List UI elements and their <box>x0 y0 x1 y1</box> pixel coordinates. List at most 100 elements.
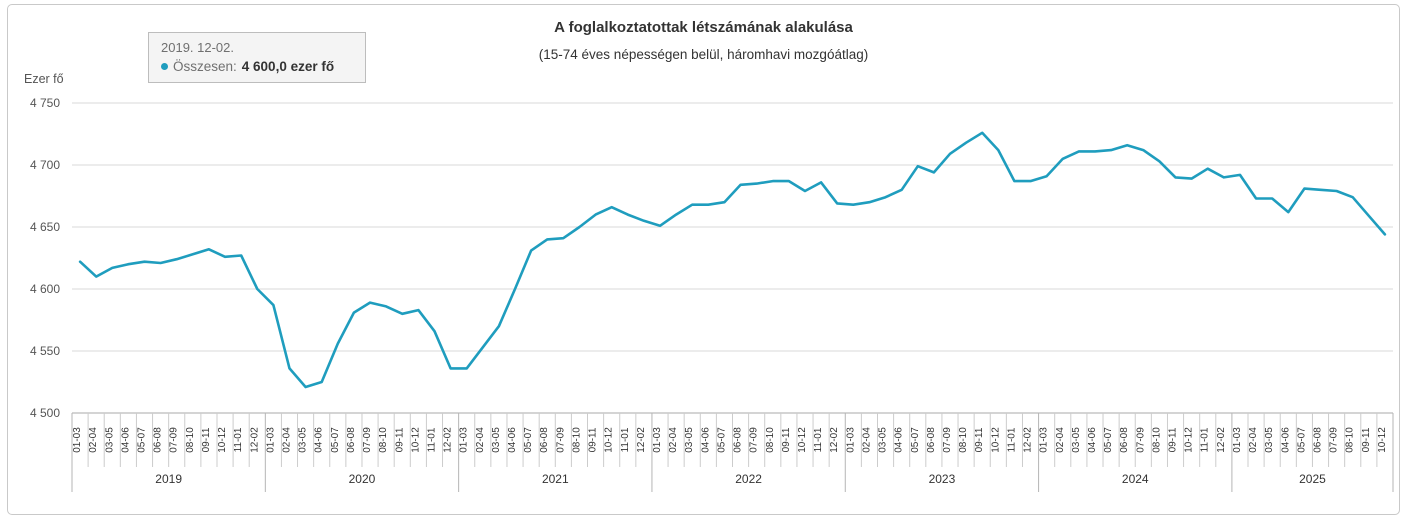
y-tick-label: 4 700 <box>30 158 60 172</box>
year-label: 2020 <box>349 472 376 486</box>
x-tick-label: 08-10 <box>1345 427 1356 453</box>
x-tick-label: 01-03 <box>459 427 470 453</box>
x-tick-label: 09-11 <box>781 427 792 452</box>
x-tick-label: 09-11 <box>1168 427 1179 452</box>
x-tick-label: 03-05 <box>491 427 502 453</box>
x-tick-label: 12-02 <box>829 427 840 453</box>
x-tick-label: 08-10 <box>1151 427 1162 453</box>
year-label: 2025 <box>1299 472 1326 486</box>
y-tick-label: 4 550 <box>30 344 60 358</box>
y-axis-unit-label: Ezer fő <box>24 72 64 86</box>
chart-title: A foglalkoztatottak létszámának alakulás… <box>554 19 853 36</box>
x-tick-label: 10-12 <box>1377 427 1388 453</box>
x-tick-label: 07-09 <box>169 427 180 453</box>
year-label: 2019 <box>155 472 182 486</box>
x-tick-label: 11-01 <box>233 427 244 452</box>
x-tick-label: 04-06 <box>314 427 325 453</box>
x-tick-label: 05-07 <box>523 427 534 453</box>
x-tick-label: 01-03 <box>1232 427 1243 453</box>
x-tick-label: 09-11 <box>1361 427 1372 452</box>
x-tick-label: 10-12 <box>797 427 808 453</box>
x-tick-label: 11-01 <box>620 427 631 452</box>
x-tick-label: 03-05 <box>1071 427 1082 453</box>
x-tick-label: 07-09 <box>362 427 373 453</box>
x-tick-label: 04-06 <box>1087 427 1098 453</box>
y-tick-label: 4 500 <box>30 406 60 420</box>
x-tick-label: 02-04 <box>1055 427 1066 453</box>
series-marker-icon <box>161 63 168 70</box>
tooltip-series-label: Összesen: <box>173 59 237 74</box>
x-tick-label: 10-12 <box>410 427 421 453</box>
x-tick-label: 07-09 <box>555 427 566 453</box>
x-tick-label: 04-06 <box>1280 427 1291 453</box>
x-tick-label: 03-05 <box>104 427 115 453</box>
x-tick-label: 02-04 <box>475 427 486 453</box>
y-tick-label: 4 650 <box>30 220 60 234</box>
y-tick-label: 4 600 <box>30 282 60 296</box>
x-tick-label: 01-03 <box>652 427 663 453</box>
x-tick-label: 10-12 <box>604 427 615 453</box>
x-tick-label: 05-07 <box>716 427 727 453</box>
tooltip: 2019. 12-02. Összesen: 4 600,0 ezer fő <box>148 32 366 83</box>
x-tick-label: 04-06 <box>120 427 131 453</box>
x-tick-label: 05-07 <box>330 427 341 453</box>
y-tick-label: 4 750 <box>30 96 60 110</box>
x-tick-label: 02-04 <box>1248 427 1259 453</box>
x-tick-label: 11-01 <box>1200 427 1211 452</box>
x-tick-label: 03-05 <box>684 427 695 453</box>
x-tick-label: 08-10 <box>378 427 389 453</box>
x-tick-label: 04-06 <box>507 427 518 453</box>
x-tick-label: 01-03 <box>265 427 276 453</box>
x-tick-label: 08-10 <box>958 427 969 453</box>
x-tick-label: 07-09 <box>942 427 953 453</box>
x-tick-label: 12-02 <box>443 427 454 453</box>
x-tick-label: 04-06 <box>894 427 905 453</box>
x-tick-label: 06-08 <box>1119 427 1130 453</box>
x-tick-label: 08-10 <box>571 427 582 453</box>
year-label: 2023 <box>929 472 956 486</box>
x-tick-label: 09-11 <box>394 427 405 452</box>
x-tick-label: 12-02 <box>249 427 260 453</box>
x-tick-label: 03-05 <box>878 427 889 453</box>
chart-widget: A foglalkoztatottak létszámának alakulás… <box>7 4 1400 515</box>
x-tick-label: 06-08 <box>733 427 744 453</box>
year-label: 2024 <box>1122 472 1149 486</box>
x-tick-label: 09-11 <box>201 427 212 452</box>
year-label: 2021 <box>542 472 569 486</box>
x-tick-label: 07-09 <box>749 427 760 453</box>
x-tick-label: 05-07 <box>1103 427 1114 453</box>
x-tick-label: 12-02 <box>1023 427 1034 453</box>
x-tick-label: 09-11 <box>974 427 985 452</box>
x-tick-label: 01-03 <box>72 427 83 453</box>
x-tick-label: 01-03 <box>1039 427 1050 453</box>
x-tick-label: 03-05 <box>1264 427 1275 453</box>
x-tick-label: 10-12 <box>1184 427 1195 453</box>
data-line <box>78 131 1387 389</box>
x-tick-label: 10-12 <box>217 427 228 453</box>
x-tick-label: 05-07 <box>1296 427 1307 453</box>
x-tick-label: 06-08 <box>926 427 937 453</box>
x-tick-label: 11-01 <box>813 427 824 452</box>
x-tick-label: 10-12 <box>990 427 1001 453</box>
x-tick-label: 11-01 <box>426 427 437 452</box>
x-tick-label: 05-07 <box>910 427 921 453</box>
chart-subtitle: (15-74 éves népességen belül, háromhavi … <box>538 47 869 62</box>
x-tick-label: 02-04 <box>668 427 679 453</box>
tooltip-value: 4 600,0 ezer fő <box>241 59 335 74</box>
x-tick-label: 06-08 <box>539 427 550 453</box>
x-tick-label: 01-03 <box>845 427 856 453</box>
x-tick-label: 02-04 <box>861 427 872 453</box>
x-tick-label: 07-09 <box>1329 427 1340 453</box>
x-tick-label: 12-02 <box>636 427 647 453</box>
x-tick-label: 07-09 <box>1135 427 1146 453</box>
x-tick-label: 05-07 <box>136 427 147 453</box>
x-tick-label: 04-06 <box>700 427 711 453</box>
x-tick-label: 06-08 <box>153 427 164 453</box>
x-tick-label: 03-05 <box>298 427 309 453</box>
x-tick-label: 08-10 <box>185 427 196 453</box>
x-tick-label: 02-04 <box>281 427 292 453</box>
x-tick-label: 02-04 <box>88 427 99 453</box>
x-tick-label: 09-11 <box>588 427 599 452</box>
